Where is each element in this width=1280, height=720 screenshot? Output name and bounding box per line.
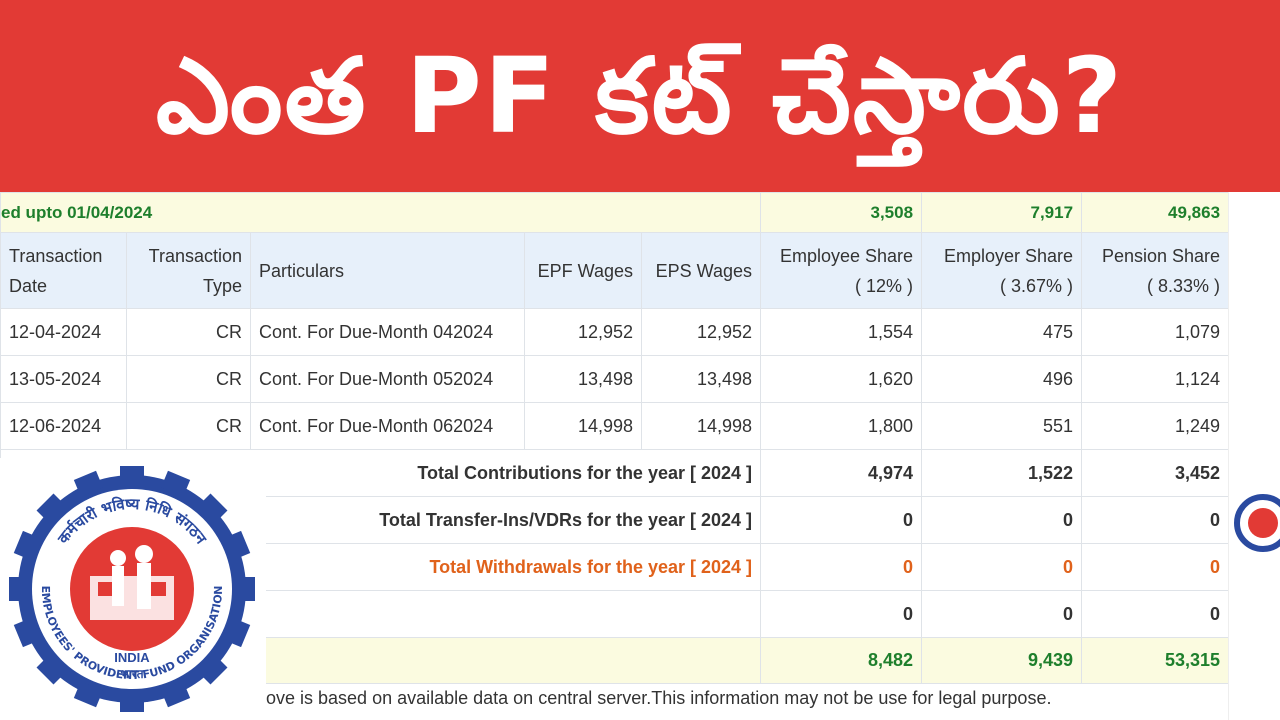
header-employer-share: Employer Share ( 3.67% ) (921, 232, 1083, 309)
row-particulars: Cont. For Due-Month 052024 (250, 355, 525, 403)
row-pension-share: 1,124 (1081, 355, 1230, 403)
closing-pension: 53,315 (1081, 637, 1230, 684)
row-date: 13-05-2024 (0, 355, 127, 403)
epfo-emblem-icon: कर्मचारी भविष्य निधि संगठन EMPLOYEES' PR… (9, 466, 255, 712)
row-epf-wages: 14,998 (524, 402, 642, 450)
row-date: 12-06-2024 (0, 402, 127, 450)
row-pension-share: 1,249 (1081, 402, 1230, 450)
header-employer-share-label: Employer Share (943, 245, 1074, 266)
passbook-table: ed upto 01/04/2024 3,508 7,917 49,863 Tr… (0, 192, 1230, 684)
row-employer-share: 551 (921, 402, 1083, 450)
table-row: 13-05-2024 CR Cont. For Due-Month 052024… (0, 355, 1230, 403)
row-employee-share: 1,620 (760, 355, 923, 403)
row-employee-share: 1,554 (760, 308, 923, 356)
header-employer-share-pct: ( 3.67% ) (1000, 275, 1074, 296)
passbook-table-panel: ed upto 01/04/2024 3,508 7,917 49,863 Tr… (0, 192, 1230, 720)
header-pension-share-label: Pension Share (1101, 245, 1221, 266)
total-contributions-employer: 1,522 (921, 449, 1083, 497)
row-pension-share: 1,079 (1081, 308, 1230, 356)
banner-title: ఎంత PF కట్ చేస్తారు? (155, 35, 1125, 157)
row-eps-wages: 14,998 (640, 402, 762, 450)
title-banner: ఎంత PF కట్ చేస్తారు? (0, 0, 1280, 192)
total-transfers-employee: 0 (760, 496, 923, 544)
closing-employee: 8,482 (760, 637, 923, 684)
header-epf-wages: EPF Wages (524, 232, 642, 309)
header-employee-share-label: Employee Share (779, 245, 914, 266)
header-pension-share-pct: ( 8.33% ) (1147, 275, 1221, 296)
other-total-employer: 0 (921, 590, 1083, 638)
total-contributions-employee: 4,974 (760, 449, 923, 497)
other-total-employee: 0 (760, 590, 923, 638)
total-withdrawals-employer: 0 (921, 543, 1083, 591)
epfo-logo: कर्मचारी भविष्य निधि संगठन EMPLOYEES' PR… (0, 458, 266, 720)
opening-pension: 49,863 (1081, 192, 1230, 233)
row-epf-wages: 13,498 (524, 355, 642, 403)
table-row: 12-06-2024 CR Cont. For Due-Month 062024… (0, 402, 1230, 450)
row-employer-share: 496 (921, 355, 1083, 403)
row-eps-wages: 13,498 (640, 355, 762, 403)
row-eps-wages: 12,952 (640, 308, 762, 356)
header-pension-share: Pension Share ( 8.33% ) (1081, 232, 1230, 309)
logo-country-hindi: भारत (120, 667, 144, 681)
side-epfo-logo-icon (1234, 494, 1280, 552)
closing-employer: 9,439 (921, 637, 1083, 684)
header-transaction-date: Transaction Date (0, 232, 127, 309)
opening-employee: 3,508 (760, 192, 923, 233)
disclaimer-note: ove is based on available data on centra… (266, 688, 1052, 708)
row-employee-share: 1,800 (760, 402, 923, 450)
total-transfers-pension: 0 (1081, 496, 1230, 544)
row-epf-wages: 12,952 (524, 308, 642, 356)
row-particulars: Cont. For Due-Month 062024 (250, 402, 525, 450)
row-employer-share: 475 (921, 308, 1083, 356)
header-eps-wages: EPS Wages (640, 232, 762, 309)
header-employee-share-pct: ( 12% ) (855, 275, 914, 296)
right-margin-strip (1228, 192, 1280, 720)
row-type: CR (126, 402, 251, 450)
header-transaction-type: Transaction Type (126, 232, 251, 309)
total-transfers-employer: 0 (921, 496, 1083, 544)
row-date: 12-04-2024 (0, 308, 127, 356)
other-total-pension: 0 (1081, 590, 1230, 638)
logo-country: INDIA (114, 650, 150, 665)
logo-center-emblem (70, 527, 194, 651)
header-particulars: Particulars (250, 232, 525, 309)
row-type: CR (126, 308, 251, 356)
table-row: 12-04-2024 CR Cont. For Due-Month 042024… (0, 308, 1230, 356)
total-contributions-pension: 3,452 (1081, 449, 1230, 497)
row-type: CR (126, 355, 251, 403)
opening-balance-label: ed upto 01/04/2024 (0, 192, 762, 233)
total-withdrawals-employee: 0 (760, 543, 923, 591)
header-employee-share: Employee Share ( 12% ) (760, 232, 923, 309)
opening-employer: 7,917 (921, 192, 1083, 233)
row-particulars: Cont. For Due-Month 042024 (250, 308, 525, 356)
total-withdrawals-pension: 0 (1081, 543, 1230, 591)
opening-balance-row: ed upto 01/04/2024 3,508 7,917 49,863 (0, 192, 1230, 233)
table-header-row: Transaction Date Transaction Type Partic… (0, 232, 1230, 309)
